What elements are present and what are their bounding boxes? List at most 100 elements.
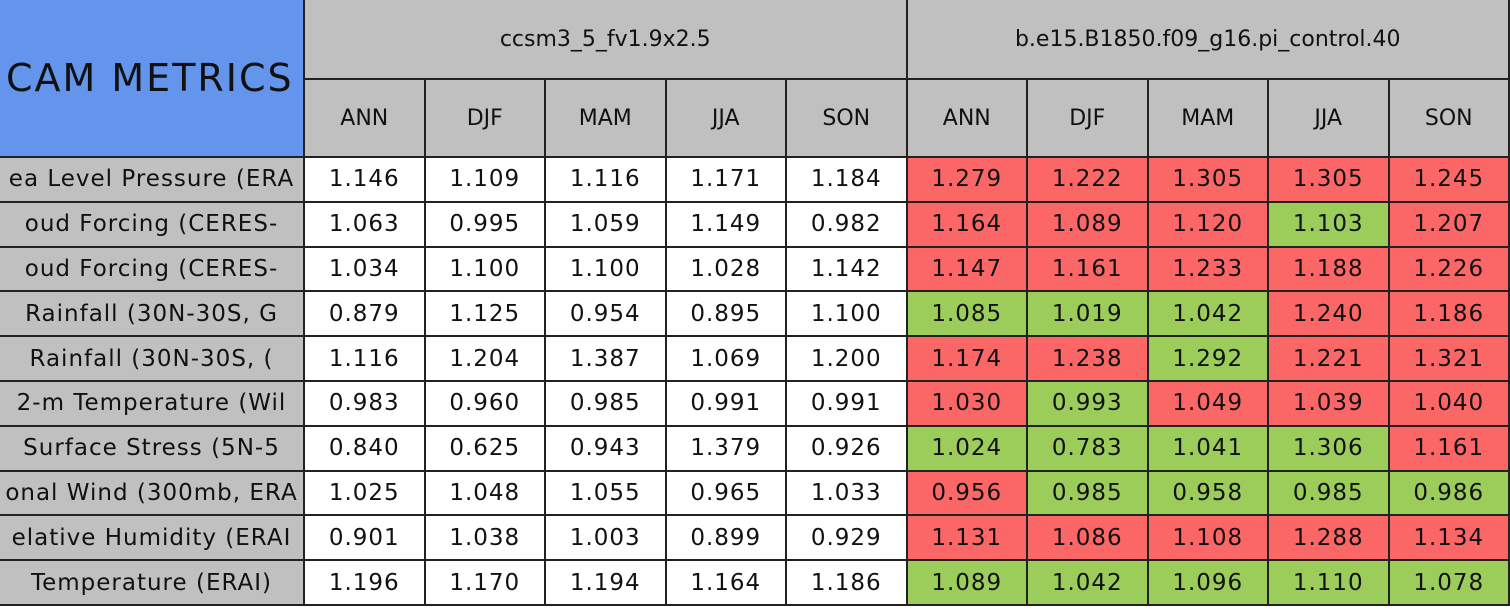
metric-value: 1.134 xyxy=(1389,516,1510,562)
metric-value: 0.929 xyxy=(787,516,908,562)
metric-value: 1.055 xyxy=(546,471,667,517)
metric-value: 0.993 xyxy=(1028,382,1149,427)
row-label: Rainfall (30N-30S, G xyxy=(0,292,305,338)
season-header: MAM xyxy=(546,80,667,158)
metric-value: 0.879 xyxy=(305,292,426,338)
metric-value: 1.110 xyxy=(1269,561,1390,606)
metric-value: 1.034 xyxy=(305,247,426,293)
metric-value: 1.041 xyxy=(1148,426,1269,472)
metric-value: 0.956 xyxy=(907,471,1028,517)
metric-value: 1.109 xyxy=(425,158,546,203)
metric-value: 0.943 xyxy=(546,426,667,472)
metric-value: 0.982 xyxy=(787,202,908,248)
metric-value: 0.926 xyxy=(787,426,908,472)
metric-value: 1.085 xyxy=(907,292,1028,338)
row-label: Temperature (ERAI) xyxy=(0,561,305,606)
metric-value: 0.985 xyxy=(1269,471,1390,517)
metric-value: 0.895 xyxy=(666,292,787,338)
metric-value: 0.985 xyxy=(1028,471,1149,517)
metric-value: 1.147 xyxy=(907,247,1028,293)
metric-value: 1.161 xyxy=(1389,426,1510,472)
metric-value: 1.125 xyxy=(425,292,546,338)
season-header: MAM xyxy=(1148,80,1269,158)
metric-value: 1.063 xyxy=(305,202,426,248)
metric-value: 0.983 xyxy=(305,382,426,427)
season-header: ANN xyxy=(907,80,1028,158)
metric-value: 1.196 xyxy=(305,561,426,606)
metric-value: 1.200 xyxy=(787,337,908,382)
metric-value: 1.028 xyxy=(666,247,787,293)
metric-value: 1.033 xyxy=(787,471,908,517)
metric-value: 1.042 xyxy=(1148,292,1269,338)
metric-value: 1.040 xyxy=(1389,382,1510,427)
metric-value: 1.025 xyxy=(305,471,426,517)
metric-value: 0.899 xyxy=(666,516,787,562)
model-header: b.e15.B1850.f09_g16.pi_control.40 xyxy=(907,0,1510,80)
metric-value: 1.146 xyxy=(305,158,426,203)
season-header: SON xyxy=(1389,80,1510,158)
metric-value: 0.985 xyxy=(546,382,667,427)
metric-value: 1.078 xyxy=(1389,561,1510,606)
metric-value: 1.170 xyxy=(425,561,546,606)
metric-value: 1.279 xyxy=(907,158,1028,203)
metric-value: 1.042 xyxy=(1028,561,1149,606)
metric-value: 1.226 xyxy=(1389,247,1510,293)
row-label: Rainfall (30N-30S, ( xyxy=(0,337,305,382)
metric-value: 1.321 xyxy=(1389,337,1510,382)
model-header: ccsm3_5_fv1.9x2.5 xyxy=(305,0,908,80)
metric-value: 1.038 xyxy=(425,516,546,562)
metric-value: 1.161 xyxy=(1028,247,1149,293)
metric-value: 1.306 xyxy=(1269,426,1390,472)
metric-value: 1.164 xyxy=(666,561,787,606)
row-label: 2-m Temperature (Wil xyxy=(0,382,305,427)
metric-value: 1.207 xyxy=(1389,202,1510,248)
metric-value: 1.186 xyxy=(787,561,908,606)
metric-value: 1.387 xyxy=(546,337,667,382)
metric-value: 1.149 xyxy=(666,202,787,248)
row-label: Surface Stress (5N-5 xyxy=(0,426,305,472)
metric-value: 1.233 xyxy=(1148,247,1269,293)
metric-value: 1.096 xyxy=(1148,561,1269,606)
metric-value: 0.995 xyxy=(425,202,546,248)
metric-value: 1.103 xyxy=(1269,202,1390,248)
metric-value: 1.186 xyxy=(1389,292,1510,338)
row-label: elative Humidity (ERAI xyxy=(0,516,305,562)
metric-value: 0.958 xyxy=(1148,471,1269,517)
metric-value: 1.019 xyxy=(1028,292,1149,338)
metric-value: 1.069 xyxy=(666,337,787,382)
metric-value: 1.142 xyxy=(787,247,908,293)
metric-value: 1.089 xyxy=(1028,202,1149,248)
row-label: onal Wind (300mb, ERA xyxy=(0,471,305,517)
metric-value: 1.059 xyxy=(546,202,667,248)
metric-value: 1.184 xyxy=(787,158,908,203)
metric-value: 1.120 xyxy=(1148,202,1269,248)
metric-value: 1.116 xyxy=(305,337,426,382)
metric-value: 1.238 xyxy=(1028,337,1149,382)
metric-value: 0.991 xyxy=(787,382,908,427)
metric-value: 1.245 xyxy=(1389,158,1510,203)
metric-value: 1.100 xyxy=(546,247,667,293)
metric-value: 0.954 xyxy=(546,292,667,338)
row-label: oud Forcing (CERES- xyxy=(0,202,305,248)
metric-value: 1.089 xyxy=(907,561,1028,606)
metric-value: 0.965 xyxy=(666,471,787,517)
metric-value: 1.171 xyxy=(666,158,787,203)
season-header: ANN xyxy=(305,80,426,158)
metric-value: 1.100 xyxy=(787,292,908,338)
metric-value: 1.131 xyxy=(907,516,1028,562)
metric-value: 1.030 xyxy=(907,382,1028,427)
metric-value: 1.194 xyxy=(546,561,667,606)
metric-value: 0.986 xyxy=(1389,471,1510,517)
metric-value: 1.222 xyxy=(1028,158,1149,203)
metric-value: 1.240 xyxy=(1269,292,1390,338)
metric-value: 0.991 xyxy=(666,382,787,427)
corner-title: CAM METRICS xyxy=(0,0,305,158)
metric-value: 1.086 xyxy=(1028,516,1149,562)
row-label: ea Level Pressure (ERA xyxy=(0,158,305,203)
metric-value: 1.288 xyxy=(1269,516,1390,562)
metric-value: 1.379 xyxy=(666,426,787,472)
season-header: JJA xyxy=(666,80,787,158)
metric-value: 1.108 xyxy=(1148,516,1269,562)
metric-value: 1.305 xyxy=(1148,158,1269,203)
metric-value: 1.048 xyxy=(425,471,546,517)
